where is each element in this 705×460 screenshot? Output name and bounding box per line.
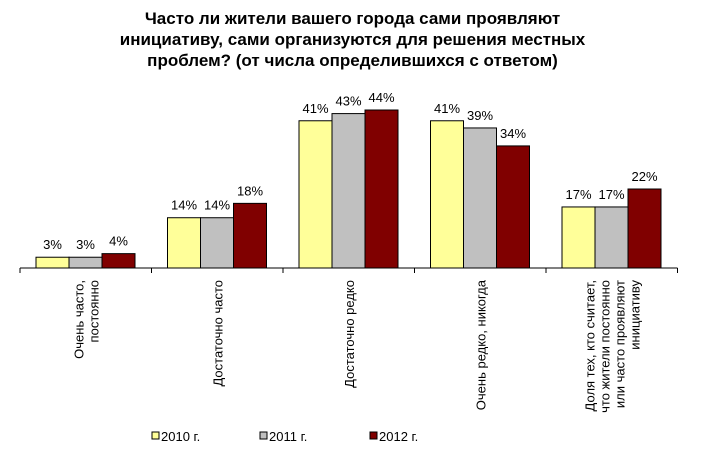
bar: [627, 188, 662, 269]
data-label: 14%: [171, 198, 197, 213]
legend-swatch: [369, 431, 378, 440]
legend-swatch: [151, 431, 160, 440]
data-label: 4%: [109, 234, 128, 249]
data-label: 14%: [204, 198, 230, 213]
data-label: 34%: [500, 126, 526, 141]
data-label: 3%: [76, 237, 95, 252]
category-label: Очень редко, никогда: [473, 279, 488, 410]
category-label: Очень часто,: [71, 280, 86, 359]
bar: [101, 253, 136, 269]
bar: [430, 120, 464, 269]
data-label: 41%: [434, 101, 460, 116]
bar: [463, 127, 497, 269]
category-label: Достаточно редко: [342, 280, 357, 388]
bar: [200, 217, 234, 269]
legend-label: 2012 г.: [379, 429, 418, 444]
legend-label: 2011 г.: [269, 429, 307, 444]
chart-title: Часто ли жители вашего города сами прояв…: [119, 9, 586, 70]
legend-swatch: [259, 431, 268, 440]
data-label: 41%: [302, 101, 328, 116]
bar: [35, 256, 70, 269]
data-label: 17%: [565, 187, 591, 202]
category-label: или часто проявляют: [612, 280, 627, 408]
data-label: 22%: [631, 169, 657, 184]
bar: [561, 206, 596, 269]
data-label: 3%: [43, 237, 62, 252]
data-label: 44%: [368, 90, 394, 105]
data-label: 18%: [237, 183, 263, 198]
data-label: 43%: [335, 94, 361, 109]
category-label: что жители постоянно: [597, 280, 612, 413]
bar: [298, 120, 333, 269]
bar: [594, 206, 629, 269]
legend-label: 2010 г.: [161, 429, 200, 444]
bar: [496, 145, 530, 269]
bar: [68, 256, 103, 269]
bar: [364, 109, 399, 269]
bar: [233, 202, 267, 269]
category-label: инициативу: [627, 280, 642, 350]
bar: [167, 217, 201, 269]
category-label: Достаточно часто: [210, 280, 225, 387]
data-label: 39%: [467, 108, 493, 123]
data-label: 17%: [598, 187, 624, 202]
category-label: Доля тех, кто считает,: [582, 280, 597, 411]
category-label: постоянно: [86, 280, 101, 342]
bar: [331, 113, 366, 269]
